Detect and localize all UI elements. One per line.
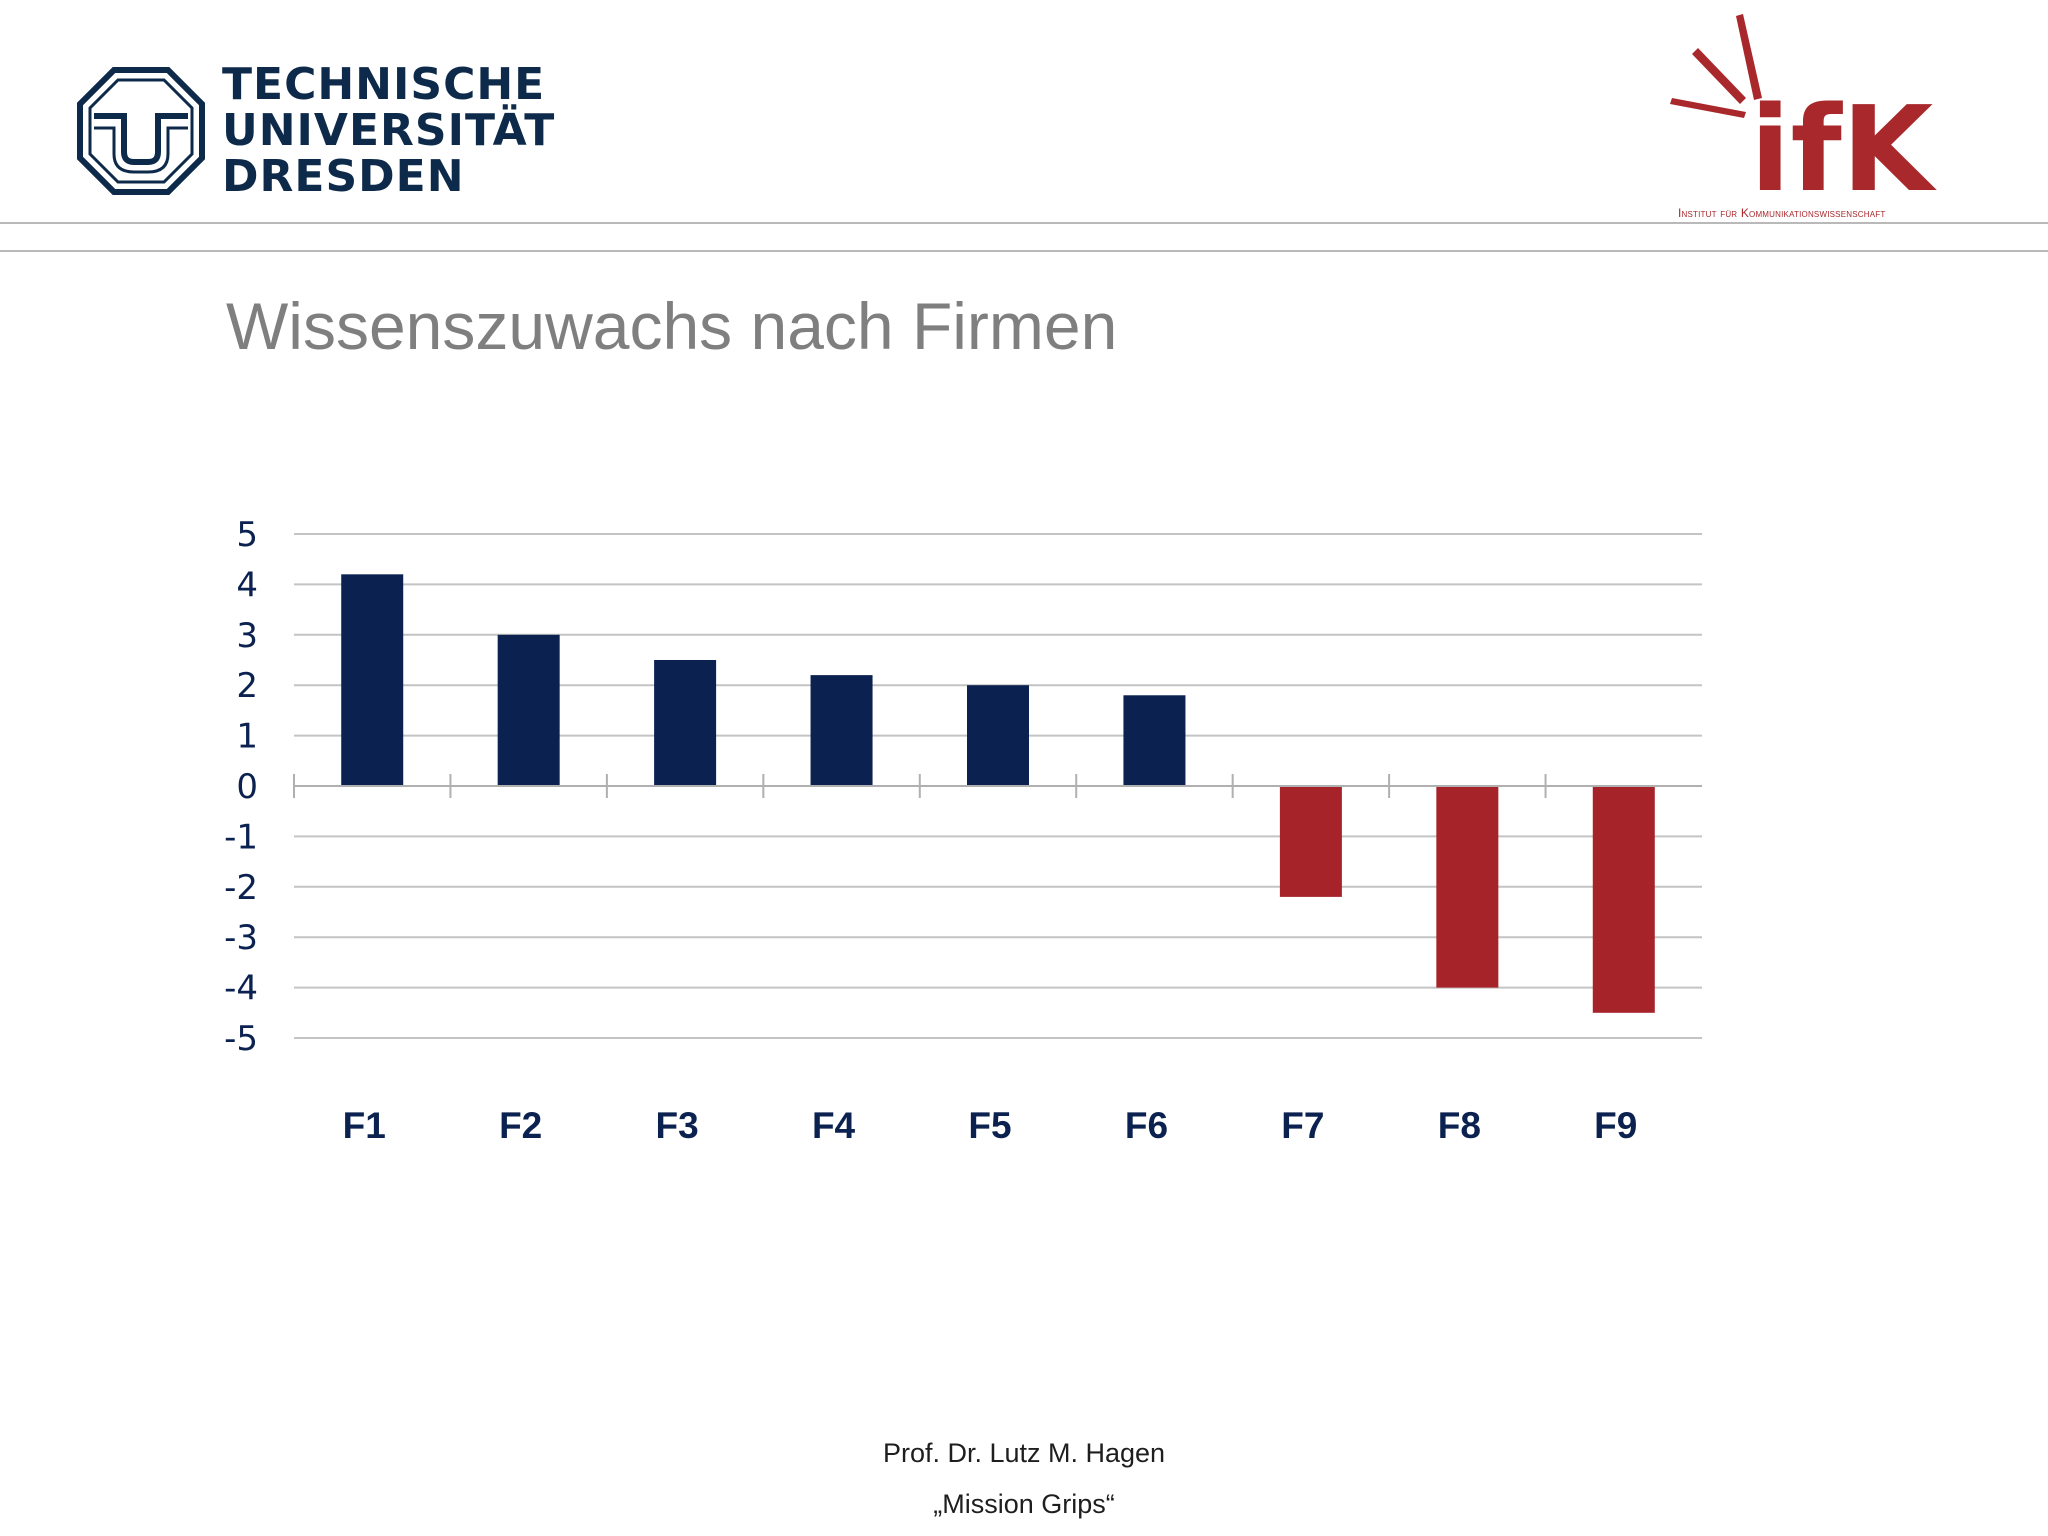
ifk-subtitle: Institut für Kommunikationswissenschaft [1678, 206, 1886, 220]
x-tick-label-f9: F9 [1594, 1105, 1637, 1146]
chart-y-tick-labels: 5 4 3 2 1 0 -1 -2 -3 -4 -5 [224, 515, 258, 1059]
y-tick-label: -3 [224, 918, 258, 958]
y-tick-label: -4 [224, 969, 258, 1009]
tu-dresden-emblem-icon [77, 67, 205, 195]
ifk-wordmark: ifK [1670, 14, 1938, 202]
header-divider-top [0, 222, 2048, 224]
x-tick-label-f6: F6 [1125, 1105, 1168, 1146]
y-tick-label: 5 [236, 515, 258, 555]
y-tick-label: 1 [236, 717, 258, 757]
y-tick-label: 0 [236, 767, 258, 807]
ifk-ray-icon [1736, 14, 1762, 100]
ifk-wordmark-text: ifK [1750, 80, 1938, 202]
bar-f2 [497, 634, 560, 786]
ifk-logo: ifK Institut für Kommunikationswissensch… [1670, 12, 1970, 220]
bar-f8 [1436, 786, 1499, 988]
chart-bars [341, 574, 1655, 1013]
bar-f1 [341, 574, 404, 786]
tu-dresden-line-1: TECHNISCHE [222, 59, 546, 110]
y-tick-label: -2 [224, 868, 258, 908]
slide-header: TECHNISCHE UNIVERSITÄT DRESDEN ifK Insti… [0, 0, 2048, 260]
tu-dresden-logo: TECHNISCHE UNIVERSITÄT DRESDEN [76, 62, 554, 202]
bar-f7 [1279, 786, 1342, 897]
ifk-ray-icon [1692, 48, 1746, 104]
x-tick-label-f5: F5 [968, 1105, 1011, 1146]
bar-f9 [1592, 786, 1655, 1013]
footer-project: „Mission Grips“ [933, 1489, 1115, 1519]
footer-author: Prof. Dr. Lutz M. Hagen [882, 1438, 1166, 1468]
x-tick-label-f8: F8 [1438, 1105, 1481, 1146]
bar-f5 [967, 685, 1029, 786]
y-tick-label: 4 [236, 565, 258, 605]
x-tick-label-f1: F1 [343, 1105, 386, 1146]
tu-dresden-wordmark: TECHNISCHE UNIVERSITÄT DRESDEN [222, 62, 555, 200]
y-tick-label: 2 [236, 666, 258, 706]
x-tick-label-f7: F7 [1281, 1105, 1324, 1146]
y-tick-label: -5 [224, 1019, 258, 1059]
bar-f3 [654, 660, 717, 786]
y-tick-label: -1 [224, 817, 258, 857]
y-tick-label: 3 [236, 616, 258, 656]
chart-axis [293, 774, 1702, 798]
bar-f6 [1123, 695, 1186, 786]
bar-f4 [810, 675, 873, 786]
x-tick-label-f3: F3 [656, 1105, 699, 1146]
ifk-ray-icon [1670, 98, 1746, 118]
tu-dresden-line-2: UNIVERSITÄT [222, 105, 556, 156]
chart-x-tick-labels: F1 F2 F3 F4 F5 F6 F7 F8 F9 [343, 1105, 1638, 1146]
header-divider-bottom [0, 250, 2048, 252]
tu-dresden-line-3: DRESDEN [222, 151, 465, 202]
slide-title: Wissenszuwachs nach Firmen [226, 289, 1118, 363]
x-tick-label-f2: F2 [499, 1105, 542, 1146]
x-tick-label-f4: F4 [812, 1105, 856, 1146]
